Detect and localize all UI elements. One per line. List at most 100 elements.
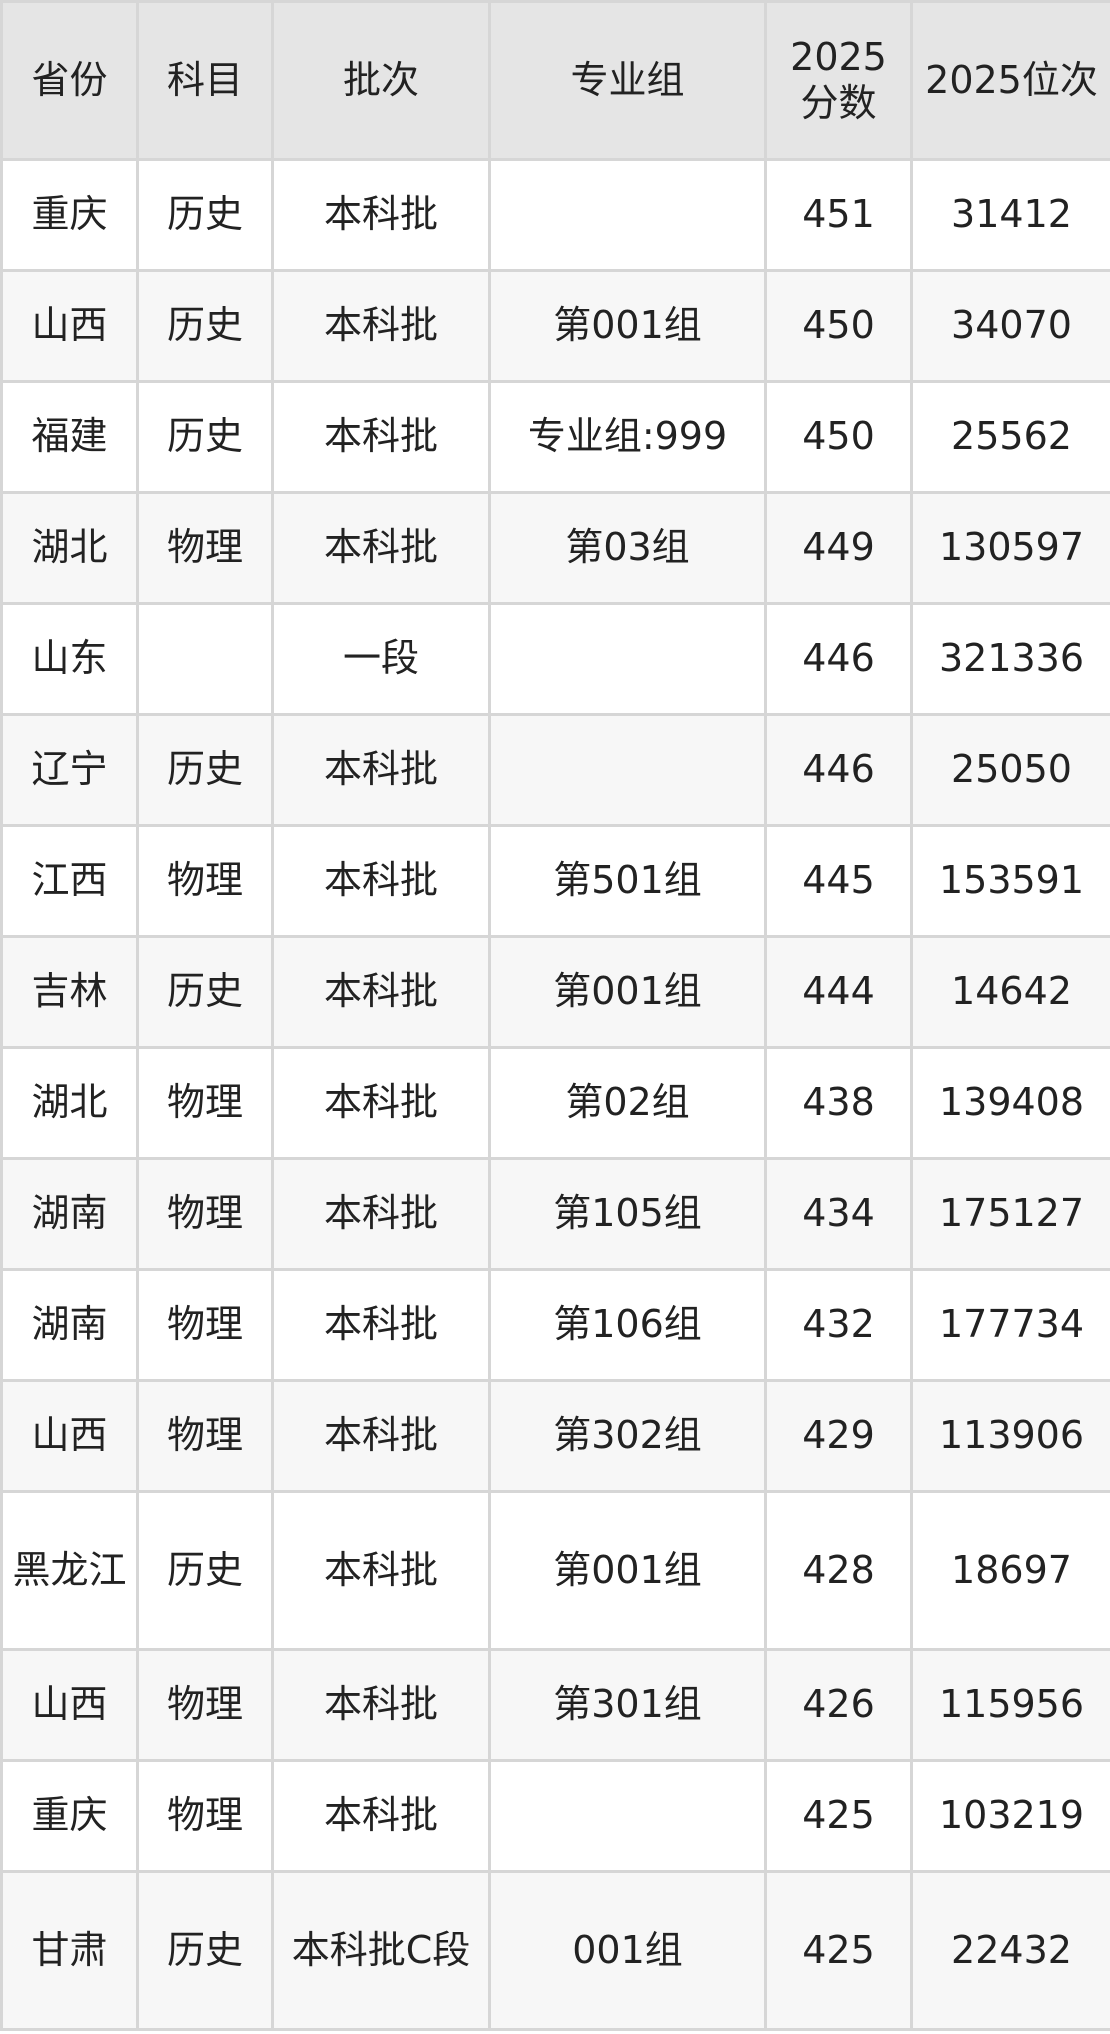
cell-batch: 本科批 — [271, 269, 491, 383]
table-row: 山西 历史 本科批 第001组 450 34070 — [0, 269, 1110, 383]
header-major-group: 专业组 — [488, 0, 767, 161]
cell-major-group: 第001组 — [488, 935, 767, 1049]
cell-rank: 321336 — [910, 602, 1110, 716]
header-subject: 科目 — [136, 0, 274, 161]
cell-batch: 本科批 — [271, 158, 491, 272]
table-row: 山西 物理 本科批 第301组 426 115956 — [0, 1648, 1110, 1762]
cell-score: 438 — [764, 1046, 913, 1160]
cell-rank: 34070 — [910, 269, 1110, 383]
cell-batch: 本科批 — [271, 1157, 491, 1271]
cell-subject: 物理 — [136, 824, 274, 938]
cell-score: 428 — [764, 1490, 913, 1651]
cell-score: 449 — [764, 491, 913, 605]
cell-rank: 25050 — [910, 713, 1110, 827]
cell-province: 山西 — [0, 1379, 139, 1493]
cell-subject: 历史 — [136, 1870, 274, 2031]
cell-province: 湖南 — [0, 1268, 139, 1382]
cell-score: 434 — [764, 1157, 913, 1271]
cell-batch: 本科批 — [271, 1379, 491, 1493]
cell-major-group: 第02组 — [488, 1046, 767, 1160]
cell-province: 山西 — [0, 1648, 139, 1762]
header-rank: 2025位次 — [910, 0, 1110, 161]
cell-score: 450 — [764, 380, 913, 494]
cell-score: 429 — [764, 1379, 913, 1493]
table-row: 重庆 历史 本科批 451 31412 — [0, 158, 1110, 272]
cell-major-group — [488, 602, 767, 716]
cell-province: 湖北 — [0, 491, 139, 605]
cell-province: 重庆 — [0, 1759, 139, 1873]
cell-rank: 175127 — [910, 1157, 1110, 1271]
cell-province: 黑龙江 — [0, 1490, 139, 1651]
cell-subject: 物理 — [136, 1379, 274, 1493]
cell-batch: 本科批 — [271, 935, 491, 1049]
table-row: 黑龙江 历史 本科批 第001组 428 18697 — [0, 1490, 1110, 1651]
table-row: 福建 历史 本科批 专业组:999 450 25562 — [0, 380, 1110, 494]
cell-major-group — [488, 713, 767, 827]
cell-score: 426 — [764, 1648, 913, 1762]
cell-batch: 本科批 — [271, 1046, 491, 1160]
cell-score: 444 — [764, 935, 913, 1049]
cell-rank: 14642 — [910, 935, 1110, 1049]
cell-batch: 本科批 — [271, 1490, 491, 1651]
header-province: 省份 — [0, 0, 139, 161]
cell-batch: 本科批 — [271, 1648, 491, 1762]
cell-subject: 物理 — [136, 1268, 274, 1382]
header-score: 2025分数 — [764, 0, 913, 161]
cell-subject: 历史 — [136, 713, 274, 827]
table-row: 吉林 历史 本科批 第001组 444 14642 — [0, 935, 1110, 1049]
cell-score: 446 — [764, 602, 913, 716]
cell-subject: 历史 — [136, 380, 274, 494]
cell-batch: 本科批C段 — [271, 1870, 491, 2031]
cell-major-group: 001组 — [488, 1870, 767, 2031]
cell-subject: 物理 — [136, 1157, 274, 1271]
cell-subject: 历史 — [136, 1490, 274, 1651]
cell-score: 432 — [764, 1268, 913, 1382]
cell-province: 湖北 — [0, 1046, 139, 1160]
cell-province: 甘肃 — [0, 1870, 139, 2031]
cell-score: 425 — [764, 1759, 913, 1873]
cell-province: 辽宁 — [0, 713, 139, 827]
cell-batch: 本科批 — [271, 1268, 491, 1382]
cell-rank: 22432 — [910, 1870, 1110, 2031]
cell-province: 福建 — [0, 380, 139, 494]
cell-province: 江西 — [0, 824, 139, 938]
cell-score: 446 — [764, 713, 913, 827]
cell-score: 451 — [764, 158, 913, 272]
cell-subject: 历史 — [136, 158, 274, 272]
cell-major-group: 专业组:999 — [488, 380, 767, 494]
cell-subject: 物理 — [136, 491, 274, 605]
table-row: 山西 物理 本科批 第302组 429 113906 — [0, 1379, 1110, 1493]
cell-subject: 物理 — [136, 1046, 274, 1160]
table-row: 山东 一段 446 321336 — [0, 602, 1110, 716]
cell-score: 425 — [764, 1870, 913, 2031]
table-row: 湖南 物理 本科批 第106组 432 177734 — [0, 1268, 1110, 1382]
cell-batch: 本科批 — [271, 491, 491, 605]
cell-major-group — [488, 1759, 767, 1873]
cell-major-group: 第106组 — [488, 1268, 767, 1382]
cell-province: 湖南 — [0, 1157, 139, 1271]
cell-rank: 18697 — [910, 1490, 1110, 1651]
cell-province: 重庆 — [0, 158, 139, 272]
cell-major-group — [488, 158, 767, 272]
cell-rank: 31412 — [910, 158, 1110, 272]
cell-major-group: 第03组 — [488, 491, 767, 605]
cell-subject — [136, 602, 274, 716]
cell-rank: 25562 — [910, 380, 1110, 494]
table-row: 江西 物理 本科批 第501组 445 153591 — [0, 824, 1110, 938]
table-row: 辽宁 历史 本科批 446 25050 — [0, 713, 1110, 827]
cell-rank: 153591 — [910, 824, 1110, 938]
cell-rank: 113906 — [910, 1379, 1110, 1493]
cell-province: 山东 — [0, 602, 139, 716]
cell-batch: 本科批 — [271, 1759, 491, 1873]
cell-batch: 一段 — [271, 602, 491, 716]
cell-batch: 本科批 — [271, 713, 491, 827]
table-row: 甘肃 历史 本科批C段 001组 425 22432 — [0, 1870, 1110, 2031]
cell-major-group: 第105组 — [488, 1157, 767, 1271]
cell-subject: 物理 — [136, 1759, 274, 1873]
table-row: 湖南 物理 本科批 第105组 434 175127 — [0, 1157, 1110, 1271]
cell-rank: 139408 — [910, 1046, 1110, 1160]
table-row: 湖北 物理 本科批 第03组 449 130597 — [0, 491, 1110, 605]
cell-rank: 103219 — [910, 1759, 1110, 1873]
table-row: 重庆 物理 本科批 425 103219 — [0, 1759, 1110, 1873]
